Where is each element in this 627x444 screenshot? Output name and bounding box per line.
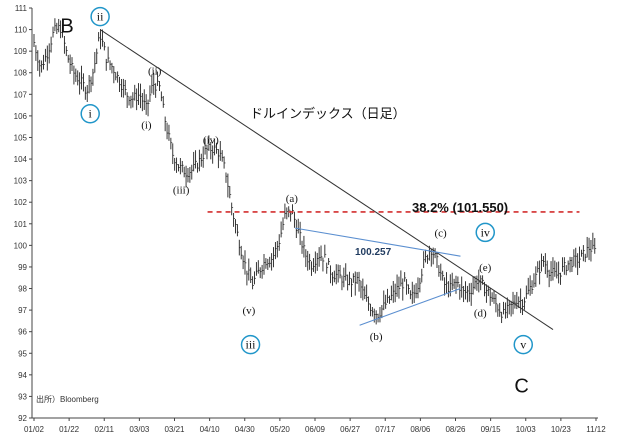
y-tick-label: 98 — [18, 285, 27, 294]
resistance-label: 38.2% (101.550) — [412, 200, 508, 215]
y-tick-label: 109 — [14, 47, 28, 56]
x-tick-label: 09/15 — [481, 425, 502, 434]
triangle-lower — [359, 288, 461, 326]
wave-label-circled: v — [520, 338, 526, 352]
x-tick-label: 10/03 — [516, 425, 537, 434]
wave-label-minor: (ii) — [148, 66, 162, 78]
y-tick-label: 102 — [14, 198, 28, 207]
y-tick-label: 104 — [14, 155, 28, 164]
y-tick-label: 93 — [18, 392, 27, 401]
wave-label-minor: (v) — [242, 305, 255, 317]
x-tick-label: 01/02 — [24, 425, 45, 434]
y-tick-label: 97 — [18, 306, 27, 315]
wave-circle — [90, 6, 110, 27]
y-tick-label: 111 — [15, 4, 28, 13]
wave-label-circled: ii — [97, 10, 104, 24]
x-tick-label: 04/30 — [235, 425, 256, 434]
y-tick-label: 107 — [14, 90, 28, 99]
wave-label-minor: (b) — [370, 331, 383, 343]
y-tick-label: 105 — [14, 133, 28, 142]
price-series — [33, 18, 597, 325]
axes — [31, 8, 598, 419]
trendlines — [99, 29, 580, 330]
wave-label-circled: iii — [246, 338, 257, 352]
wave-label-circled: i — [89, 107, 93, 121]
y-tick-label: 110 — [14, 26, 27, 35]
level-annotation: 100.257 — [355, 247, 392, 258]
y-tick-label: 108 — [14, 69, 28, 78]
x-tick-label: 02/11 — [95, 425, 115, 434]
y-tick-label: 94 — [18, 371, 27, 380]
x-tick-label: 06/09 — [305, 425, 326, 434]
y-tick-label: 101 — [14, 220, 28, 229]
x-tick-label: 04/10 — [200, 425, 221, 434]
x-tick-label: 03/21 — [164, 425, 185, 434]
wave-label-minor: (d) — [474, 307, 487, 319]
x-tick-label: 01/22 — [59, 425, 80, 434]
y-tick-label: 100 — [14, 241, 28, 250]
source-note: 出所）Bloomberg — [36, 394, 99, 404]
wave-label-minor: (e) — [479, 262, 492, 274]
y-tick-label: 106 — [14, 112, 28, 121]
x-tick-label: 03/03 — [129, 425, 150, 434]
x-tick-labels: 01/02 01/22 02/11 03/03 03/21 04/10 04/30 05/20… — [24, 418, 606, 434]
x-tick-label: 08/06 — [410, 425, 431, 434]
x-tick-label: 05/20 — [270, 425, 291, 434]
y-tick-label: 95 — [18, 349, 27, 358]
x-tick-label: 10/23 — [551, 425, 572, 434]
y-tick-labels: 92 93 94 95 96 97 98 99 100 101 102 103 104 105 106 107… — [14, 4, 32, 423]
wave-label-minor: (iii) — [173, 184, 190, 196]
x-tick-label: 06/27 — [340, 425, 361, 434]
x-tick-label: 08/26 — [445, 425, 466, 434]
wave-circle — [513, 334, 534, 355]
wave-label-minor: (c) — [435, 227, 448, 239]
x-tick-label: 07/17 — [375, 425, 396, 434]
wave-label-minor: (a) — [286, 193, 299, 205]
wave-circle — [475, 222, 496, 243]
y-tick-label: 96 — [18, 328, 27, 337]
y-tick-label: 103 — [14, 177, 28, 186]
wave-circle — [240, 334, 261, 355]
y-tick-label: 92 — [18, 414, 27, 423]
triangle-upper — [295, 227, 461, 257]
x-tick-label: 11/12 — [586, 425, 606, 434]
wave-label-minor: (iv) — [203, 135, 219, 147]
wave-label-minor: (i) — [141, 120, 152, 132]
wave-label-major: C — [514, 376, 528, 398]
wave-label-major: B — [60, 15, 73, 37]
chart-title: ドルインデックス（日足） — [250, 106, 406, 122]
y-tick-label: 99 — [18, 263, 27, 272]
main-trendline — [99, 29, 554, 330]
wave-label-circled: iv — [481, 225, 490, 239]
wave-circle — [80, 103, 100, 124]
